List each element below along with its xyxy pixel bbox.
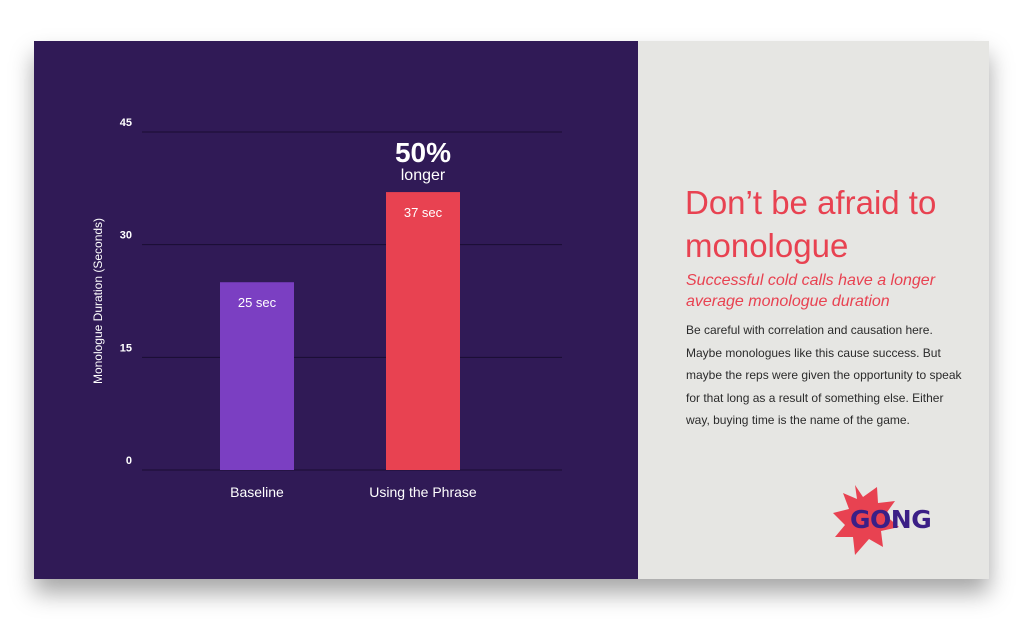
logo-text: GONG (850, 505, 932, 534)
bar-value-label: 25 sec (238, 295, 277, 310)
y-axis-label: Monologue Duration (Seconds) (91, 218, 105, 384)
y-tick-label: 0 (126, 455, 132, 467)
bar-value-label: 37 sec (404, 205, 443, 220)
bar (220, 282, 294, 470)
slide-body-text: Be careful with correlation and causatio… (686, 323, 962, 427)
bar (386, 192, 460, 471)
y-tick-label: 45 (120, 117, 132, 129)
y-tick-label: 30 (120, 230, 132, 242)
slide: 0 15 30 45 Monologue Duration (Seconds) 25 se… (34, 41, 989, 579)
y-tick-label: 15 (120, 342, 132, 354)
gong-logo: GONG (833, 485, 953, 555)
slide-subheading: Successful cold calls have a longer aver… (686, 272, 936, 310)
annotation-percent: 50% (395, 137, 451, 168)
x-tick-label: Using the Phrase (369, 484, 477, 500)
slide-heading: Don’t be afraid to monologue (685, 184, 937, 264)
annotation-label: longer (401, 167, 446, 184)
text-panel: Don’t be afraid to monologue Successful … (638, 41, 989, 579)
chart-panel: 0 15 30 45 Monologue Duration (Seconds) 25 se… (34, 41, 638, 579)
bar-chart: 0 15 30 45 Monologue Duration (Seconds) 25 se… (91, 117, 562, 500)
logo-burst-icon (833, 485, 899, 555)
x-tick-label: Baseline (230, 484, 284, 500)
